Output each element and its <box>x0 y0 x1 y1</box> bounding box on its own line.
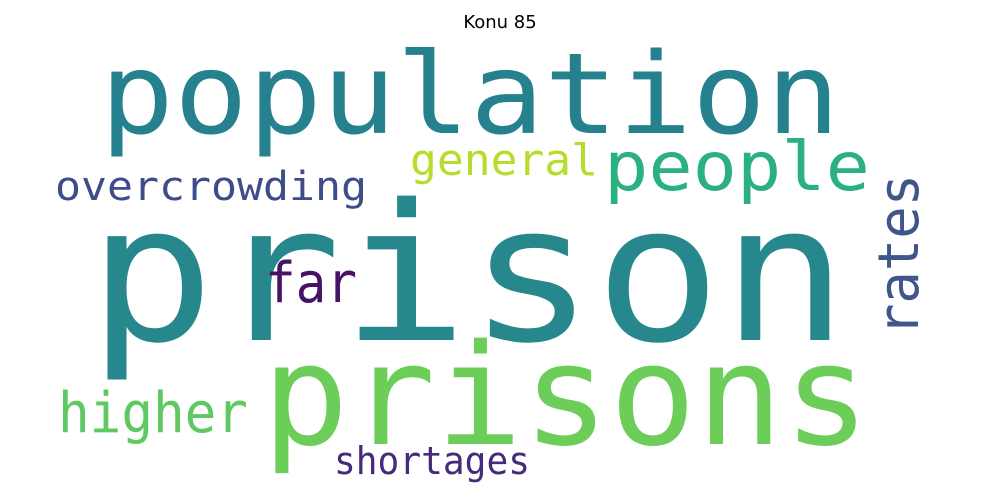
word-rates: rates <box>867 174 932 336</box>
word-higher: higher <box>58 381 248 446</box>
word-population: population <box>100 30 840 160</box>
word-overcrowding: overcrowding <box>55 164 367 210</box>
word-prisons: prisons <box>262 315 870 478</box>
word-general: general <box>410 135 598 186</box>
word-far: far <box>265 251 357 316</box>
word-people: people <box>604 128 870 207</box>
word-shortages: shortages <box>334 439 530 483</box>
word-prison: prison <box>88 164 848 385</box>
chart-title: Konu 85 <box>463 12 537 33</box>
